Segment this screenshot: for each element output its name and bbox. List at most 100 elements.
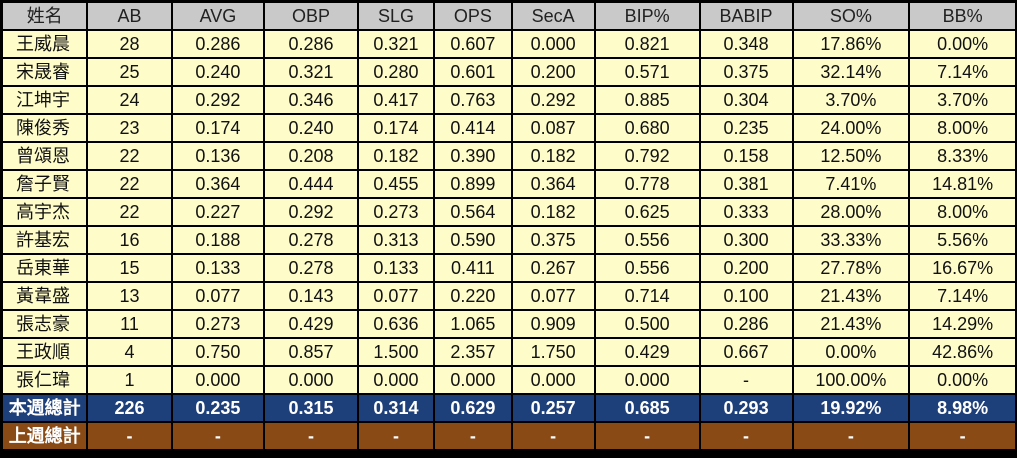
player-name: 曾頌恩 — [3, 143, 87, 169]
last-week-cell: - — [512, 423, 594, 449]
last-week-cell: - — [358, 423, 434, 449]
stat-cell: 0.429 — [265, 311, 357, 337]
header-ab: AB — [88, 3, 171, 29]
stat-cell: 0.000 — [435, 367, 511, 393]
stat-cell: 0.182 — [512, 143, 594, 169]
stat-cell: 100.00% — [793, 367, 909, 393]
stat-cell: 0.280 — [358, 59, 434, 85]
last-week-cell: - — [88, 423, 171, 449]
stat-cell: 23 — [88, 115, 171, 141]
stat-cell: 0.321 — [358, 31, 434, 57]
stat-cell: 0.087 — [512, 115, 594, 141]
stat-cell: 0.286 — [172, 31, 264, 57]
header-seca: SecA — [512, 3, 594, 29]
stat-cell: 0.273 — [358, 199, 434, 225]
stat-cell: 42.86% — [910, 339, 1015, 365]
player-name: 江坤宇 — [3, 87, 87, 113]
stat-cell: 0.286 — [700, 311, 792, 337]
stat-cell: 0.182 — [358, 143, 434, 169]
stat-cell: 0.680 — [595, 115, 699, 141]
stat-cell: 0.364 — [512, 171, 594, 197]
player-row: 張仁瑋 1 0.000 0.000 0.000 0.000 0.000 0.000-100.0… — [3, 367, 1015, 393]
header-avg: AVG — [172, 3, 264, 29]
player-row: 王政順 4 0.750 0.857 1.500 2.357 1.750 0.429 0.667 0… — [3, 339, 1015, 365]
stat-cell: 14.81% — [910, 171, 1015, 197]
stat-cell: 0.885 — [595, 87, 699, 113]
this-week-total-label: 本週總計 — [3, 395, 87, 421]
total-cell: 8.98% — [910, 395, 1015, 421]
stat-cell: 0.636 — [358, 311, 434, 337]
stat-cell: 0.174 — [358, 115, 434, 141]
stat-cell: 0.000 — [265, 367, 357, 393]
stat-cell: 0.182 — [512, 199, 594, 225]
stat-cell: 0.00% — [910, 367, 1015, 393]
stat-cell: 22 — [88, 143, 171, 169]
stat-cell: 1.065 — [435, 311, 511, 337]
stat-cell: 0.133 — [358, 255, 434, 281]
player-row: 王威晨 28 0.286 0.286 0.321 0.607 0.000 0.821 0.348… — [3, 31, 1015, 57]
total-cell: 0.685 — [595, 395, 699, 421]
stat-cell: 0.500 — [595, 311, 699, 337]
stat-cell: 1 — [88, 367, 171, 393]
stat-cell: 3.70% — [793, 87, 909, 113]
player-name: 黃韋盛 — [3, 283, 87, 309]
stat-cell: 0.821 — [595, 31, 699, 57]
last-week-cell: - — [265, 423, 357, 449]
total-cell: 226 — [88, 395, 171, 421]
stat-cell: 0.100 — [700, 283, 792, 309]
last-week-cell: - — [793, 423, 909, 449]
stat-cell: 0.333 — [700, 199, 792, 225]
stat-cell: 0.267 — [512, 255, 594, 281]
stat-cell: 0.00% — [793, 339, 909, 365]
stat-cell: 0.571 — [595, 59, 699, 85]
stat-cell: 0.556 — [595, 227, 699, 253]
stat-cell: 0.321 — [265, 59, 357, 85]
stat-cell: 8.00% — [910, 199, 1015, 225]
stat-cell: 24.00% — [793, 115, 909, 141]
stat-cell: 8.00% — [910, 115, 1015, 141]
stat-cell: 0.000 — [595, 367, 699, 393]
player-row: 詹子賢 22 0.364 0.444 0.455 0.899 0.364 0.778 0.381… — [3, 171, 1015, 197]
stat-cell: 0.899 — [435, 171, 511, 197]
header-bip-pct: BIP% — [595, 3, 699, 29]
stat-cell: 4 — [88, 339, 171, 365]
stat-cell: 21.43% — [793, 311, 909, 337]
player-row: 曾頌恩 22 0.136 0.208 0.182 0.390 0.182 0.792 0.158… — [3, 143, 1015, 169]
stat-cell: 0.763 — [435, 87, 511, 113]
stat-cell: 0.429 — [595, 339, 699, 365]
stat-cell: 0.000 — [512, 31, 594, 57]
player-row: 高宇杰 22 0.227 0.292 0.273 0.564 0.182 0.625 0.333… — [3, 199, 1015, 225]
stat-cell: 0.375 — [700, 59, 792, 85]
player-name: 宋晟睿 — [3, 59, 87, 85]
stat-cell: 0.381 — [700, 171, 792, 197]
stat-cell: 21.43% — [793, 283, 909, 309]
stat-cell: 0.227 — [172, 199, 264, 225]
stat-cell: 22 — [88, 199, 171, 225]
player-row: 張志豪 11 0.273 0.429 0.636 1.065 0.909 0.500 0.286… — [3, 311, 1015, 337]
stat-cell: 0.200 — [512, 59, 594, 85]
header-so-pct: SO% — [793, 3, 909, 29]
stat-cell: 5.56% — [910, 227, 1015, 253]
header-name: 姓名 — [3, 3, 87, 29]
stat-cell: 0.000 — [358, 367, 434, 393]
stat-cell: 16.67% — [910, 255, 1015, 281]
stat-cell: 0.778 — [595, 171, 699, 197]
stat-cell: 0.00% — [910, 31, 1015, 57]
stat-cell: 0.188 — [172, 227, 264, 253]
stat-cell: 0.292 — [265, 199, 357, 225]
stat-cell: 0.346 — [265, 87, 357, 113]
player-name: 王威晨 — [3, 31, 87, 57]
stat-cell: 12.50% — [793, 143, 909, 169]
stat-cell: 0.417 — [358, 87, 434, 113]
last-week-cell: - — [172, 423, 264, 449]
stat-cell: 0.411 — [435, 255, 511, 281]
stat-cell: 22 — [88, 171, 171, 197]
stat-cell: 0.564 — [435, 199, 511, 225]
stat-cell: 0.286 — [265, 31, 357, 57]
stat-cell: 0.714 — [595, 283, 699, 309]
stat-cell: 3.70% — [910, 87, 1015, 113]
stat-cell: 0.300 — [700, 227, 792, 253]
player-row: 黃韋盛 13 0.077 0.143 0.077 0.220 0.077 0.714 0.100… — [3, 283, 1015, 309]
stat-cell: 0.133 — [172, 255, 264, 281]
